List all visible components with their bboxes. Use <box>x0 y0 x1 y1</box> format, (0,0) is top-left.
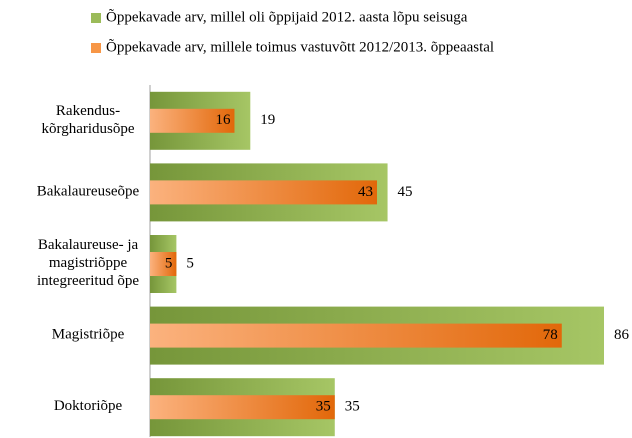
category-label-line: Bakalaureuseõpe <box>37 184 140 200</box>
legend-label: Õppekavade arv, millel oli õppijaid 2012… <box>106 8 468 25</box>
value-label: 86 <box>614 327 630 343</box>
bar <box>150 395 335 420</box>
bar <box>150 323 562 348</box>
value-label: 19 <box>260 112 275 128</box>
category-label-line: Magistriõpe <box>52 327 125 343</box>
category-label: Bakalaureuseõpe <box>37 184 140 200</box>
category-label-line: integreeritud õpe <box>37 273 139 289</box>
bar <box>150 252 177 276</box>
category-label-line: Rakendus- <box>56 103 120 119</box>
value-label: 35 <box>345 399 360 415</box>
legend-label: Õppekavade arv, millele toimus vastuvõtt… <box>106 38 494 55</box>
category-label: Rakendus-kõrgharidusõpe <box>41 103 134 137</box>
category-label: Doktoriõpe <box>54 399 123 415</box>
category-label-line: kõrgharidusõpe <box>41 121 134 137</box>
value-label: 16 <box>215 112 231 128</box>
category-label: Bakalaureuse- ja magistriõppe integreeritu… <box>37 237 139 289</box>
value-label: 5 <box>165 255 173 271</box>
legend-swatch <box>91 43 101 53</box>
category-label-line: Bakalaureuse- ja <box>38 237 139 253</box>
category-label-line: Doktoriõpe <box>54 399 123 415</box>
value-label: 35 <box>316 399 331 415</box>
category-label: Magistriõpe <box>52 327 125 343</box>
bar <box>150 180 377 205</box>
legend-swatch <box>91 13 101 23</box>
value-label: 78 <box>543 327 558 343</box>
bar <box>150 108 235 133</box>
category-label-line: magistriõppe <box>49 255 128 271</box>
value-label: 5 <box>186 255 194 271</box>
value-label: 45 <box>398 184 413 200</box>
value-label: 43 <box>358 184 373 200</box>
